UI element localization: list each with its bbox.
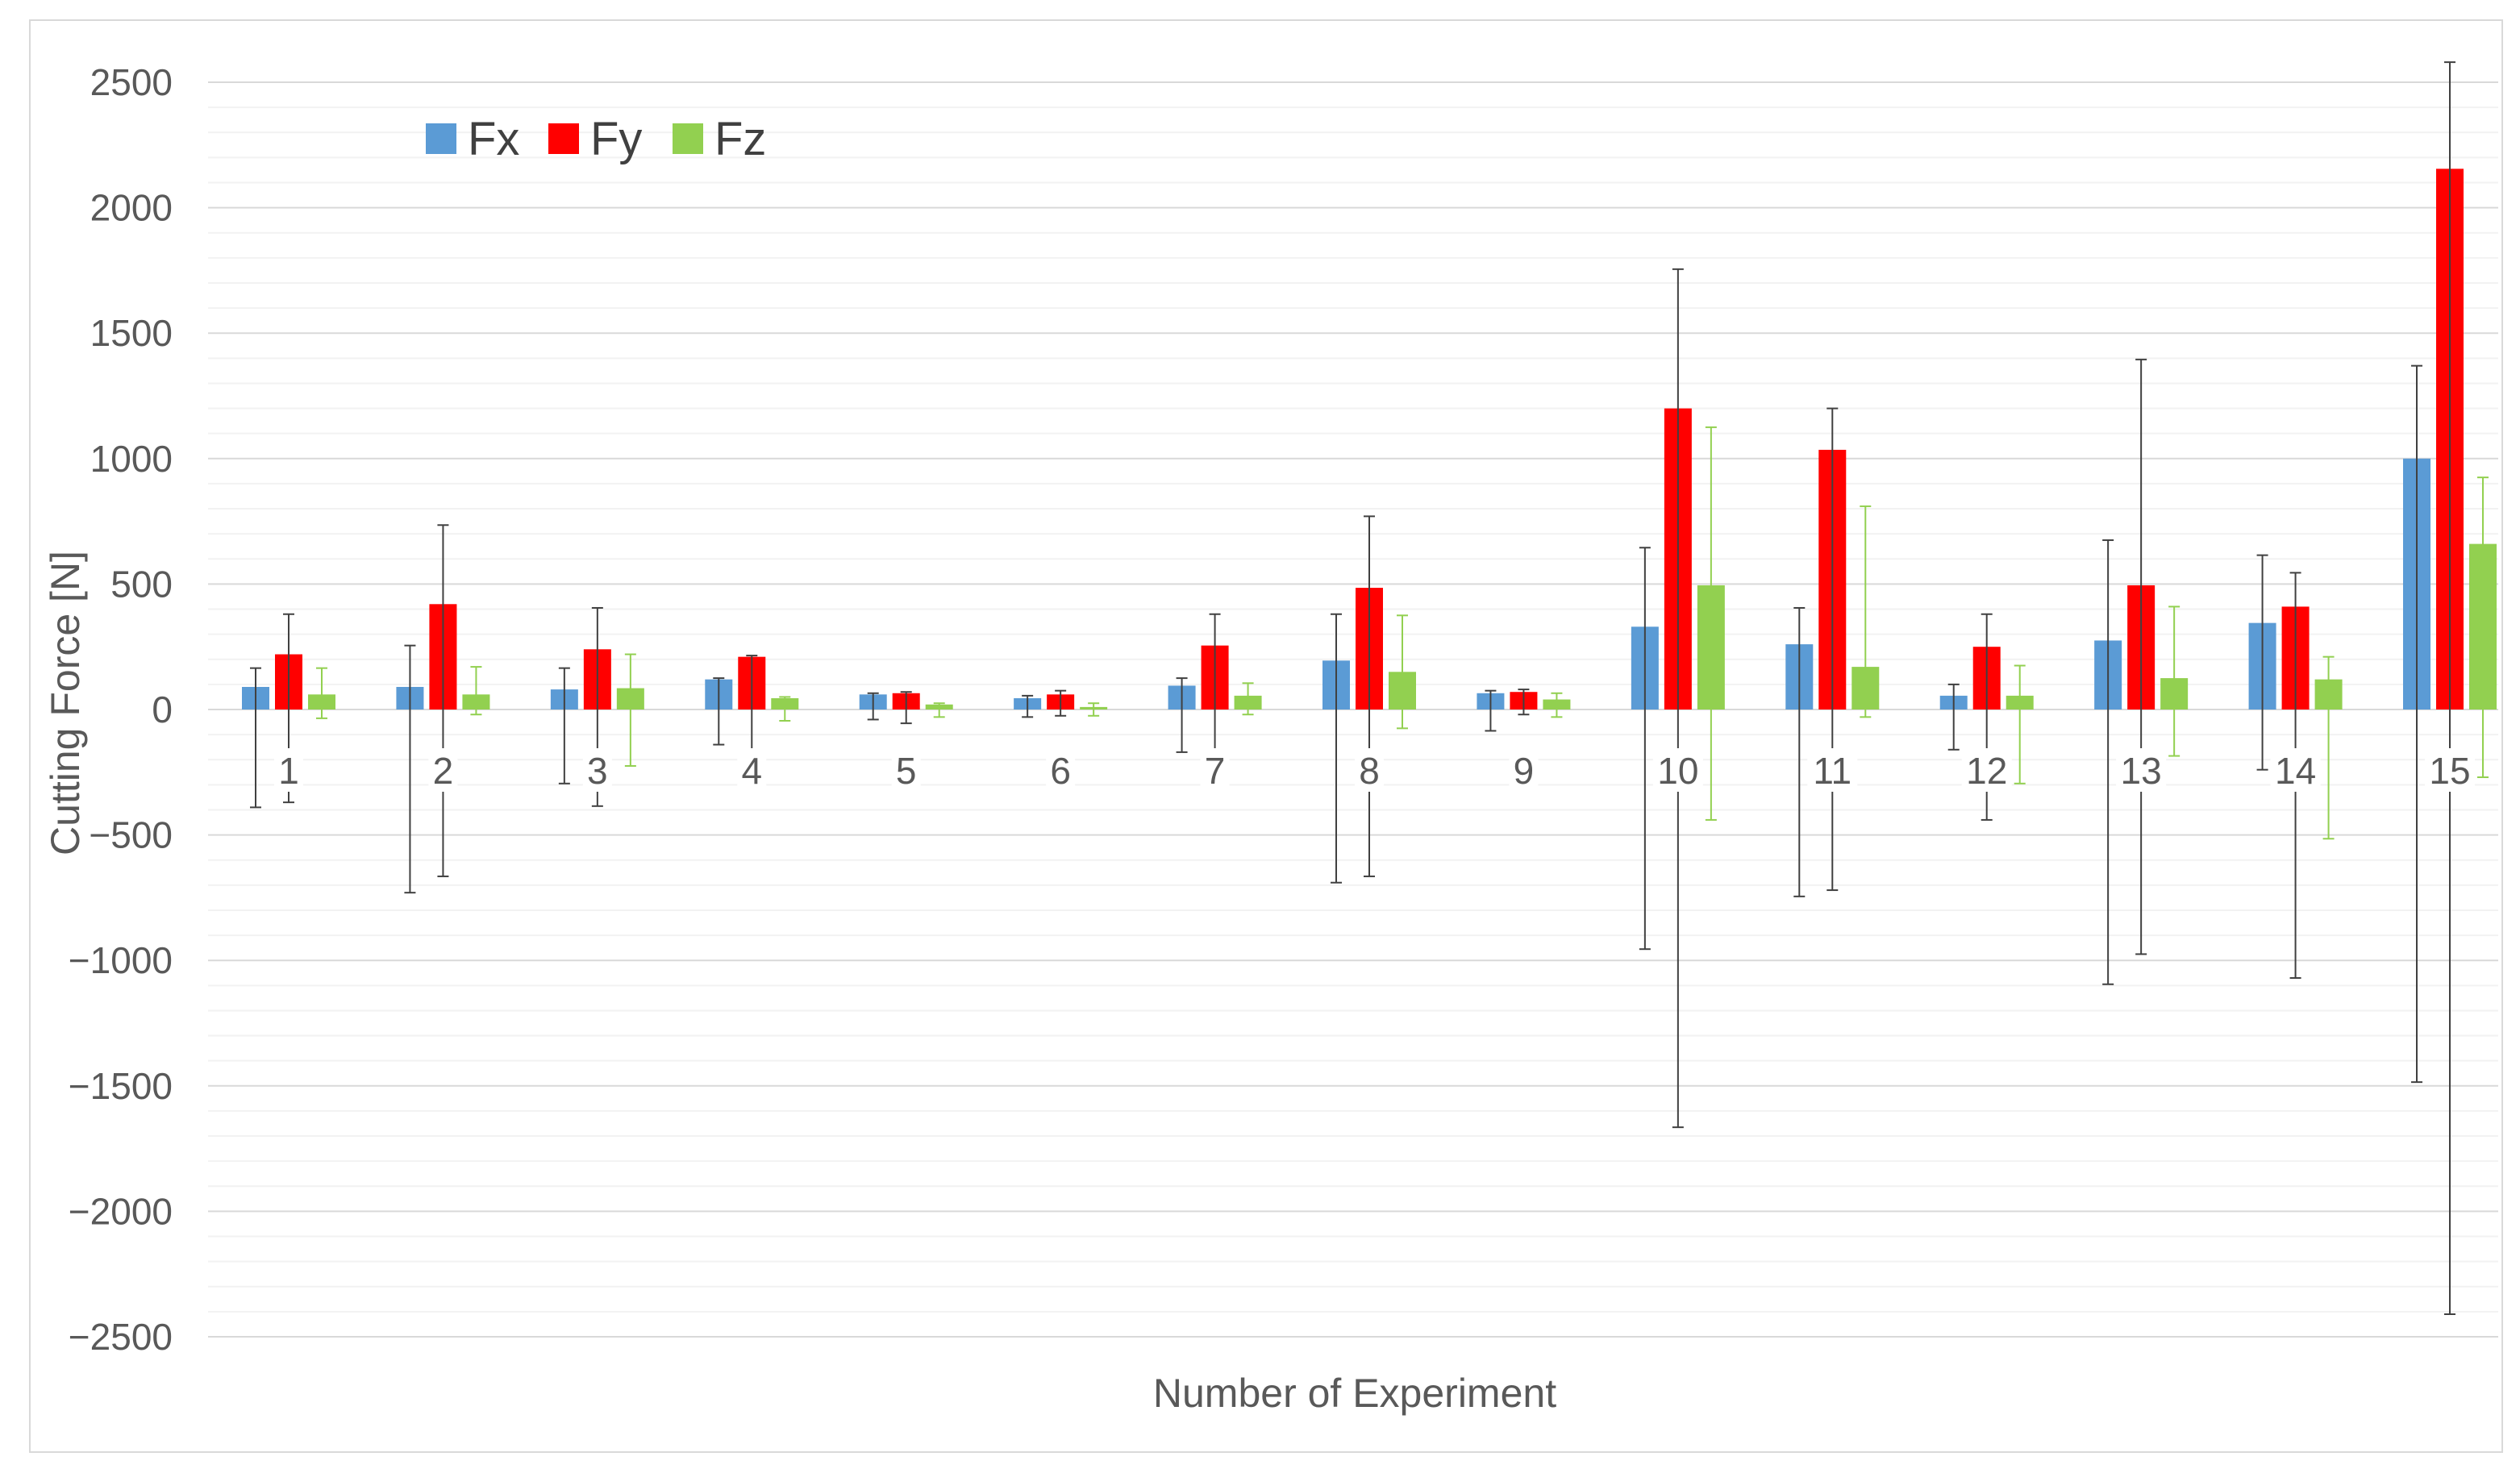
y-tick-label: −2000 <box>69 1190 173 1232</box>
minor-gridlines <box>208 106 2498 1313</box>
x-tick-backing <box>1509 748 1539 792</box>
error-bar-fy-5 <box>900 691 912 725</box>
x-tick-label: 7 <box>1205 750 1226 792</box>
y-tick-labels: 2500 2000 1500 1000 500 0 −500 −1000 −1500 −2000 −… <box>69 61 173 1358</box>
x-tick-backing <box>428 748 458 792</box>
y-tick-label: −1500 <box>69 1065 173 1107</box>
error-bar-fx-14 <box>2256 554 2268 771</box>
x-tick-label: 9 <box>1514 750 1535 792</box>
error-bar-fz-15 <box>2477 476 2489 779</box>
error-bar-fx-7 <box>1176 677 1188 753</box>
error-bar-fz-8 <box>1397 614 1408 730</box>
error-bar-fx-5 <box>867 692 879 721</box>
error-bar-fx-15 <box>2411 364 2422 1084</box>
x-tick-backing <box>1961 748 2012 792</box>
legend-label-fz: Fz <box>714 113 766 165</box>
x-tick-label: 13 <box>2121 750 2162 792</box>
error-bar-fx-10 <box>1639 547 1651 951</box>
legend-label-fy: Fy <box>590 113 642 165</box>
error-bar-fz-14 <box>2322 655 2335 840</box>
y-axis-title: Cutting Force [N] <box>43 551 88 855</box>
y-tick-label: −1000 <box>69 939 173 981</box>
error-bar-fx-2 <box>404 644 416 894</box>
y-tick-label: −2500 <box>69 1316 173 1358</box>
x-tick-backing <box>2425 748 2475 792</box>
error-bar-fx-9 <box>1485 689 1497 732</box>
error-bar-fy-10 <box>1672 268 1684 1129</box>
x-axis-title: Number of Experiment <box>1153 1371 1556 1416</box>
error-bar-fz-2 <box>470 666 482 716</box>
x-tick-label: 14 <box>2275 750 2316 792</box>
error-bar-fz-3 <box>624 653 636 768</box>
x-tick-label: 2 <box>433 750 454 792</box>
y-tick-label: 1000 <box>90 438 173 480</box>
x-tick-backing <box>737 748 767 792</box>
y-tick-label: 0 <box>152 689 173 730</box>
x-tick-label: 12 <box>1966 750 2007 792</box>
error-bar-fz-4 <box>779 696 791 722</box>
x-tick-label: 11 <box>1813 750 1851 792</box>
x-tick-labels: 1 2 3 4 5 6 7 8 9 10 11 12 13 14 15 <box>274 748 2475 792</box>
error-bar-fx-3 <box>558 667 570 784</box>
x-tick-backing <box>891 748 921 792</box>
error-bar-fy-13 <box>2135 358 2147 955</box>
chart-frame: 1 2 3 4 5 6 7 8 9 10 11 12 13 14 15 2500 2000 1500 1000 50… <box>29 19 2503 1453</box>
error-bar-fx-8 <box>1331 613 1342 884</box>
error-bar-fx-13 <box>2102 539 2114 985</box>
error-bar-fx-4 <box>713 677 725 746</box>
y-tick-label: 2000 <box>90 187 173 229</box>
x-tick-label: 10 <box>1657 750 1698 792</box>
y-tick-label: 500 <box>110 563 173 605</box>
error-bar-fx-11 <box>1793 606 1806 897</box>
error-bar-fx-12 <box>1947 683 1960 751</box>
y-tick-label: −500 <box>89 814 173 856</box>
x-tick-label: 3 <box>587 750 608 792</box>
error-bar-fy-9 <box>1518 689 1530 716</box>
x-tick-backing <box>1355 748 1384 792</box>
x-tick-label: 4 <box>741 750 762 792</box>
x-tick-backing <box>1807 748 1858 792</box>
error-bar-fz-7 <box>1242 682 1254 716</box>
legend-swatch-fx <box>426 123 456 154</box>
error-bar-fz-10 <box>1705 426 1717 821</box>
x-tick-backing <box>1200 748 1230 792</box>
x-tick-backing <box>2116 748 2167 792</box>
error-bar-fz-1 <box>316 667 327 719</box>
x-tick-backing <box>582 748 612 792</box>
y-tick-label: 1500 <box>90 312 173 354</box>
error-bar-fz-11 <box>1860 505 1872 718</box>
error-bar-fx-1 <box>250 667 261 809</box>
error-bar-fx-6 <box>1022 694 1034 718</box>
x-tick-label: 5 <box>896 750 917 792</box>
error-bar-fy-6 <box>1055 689 1067 717</box>
x-tick-backing <box>274 748 303 792</box>
x-tick-backing <box>1652 748 1703 792</box>
error-bar-fz-6 <box>1088 702 1100 717</box>
x-tick-label: 6 <box>1050 750 1071 792</box>
x-tick-backing <box>2270 748 2321 792</box>
x-tick-label: 8 <box>1359 750 1380 792</box>
error-bar-fy-11 <box>1826 407 1839 892</box>
error-bar-fz-9 <box>1551 692 1563 718</box>
legend-label-fx: Fx <box>468 113 519 165</box>
bar-chart: 1 2 3 4 5 6 7 8 9 10 11 12 13 14 15 250020001500100050… <box>43 61 2498 1416</box>
error-bar-fz-13 <box>2168 605 2181 757</box>
error-bar-fz-12 <box>2014 664 2026 784</box>
x-tick-label: 1 <box>278 750 299 792</box>
error-bar-fy-15 <box>2444 61 2455 1315</box>
y-tick-label: 2500 <box>90 61 173 103</box>
error-bar-fy-8 <box>1364 515 1375 877</box>
legend-swatch-fy <box>548 123 579 154</box>
x-tick-backing <box>1046 748 1076 792</box>
legend: Fx Fy Fz <box>426 113 766 165</box>
legend-swatch-fz <box>673 123 703 154</box>
error-bar-fy-2 <box>437 524 449 877</box>
error-bar-fz-5 <box>933 702 945 718</box>
x-tick-label: 15 <box>2429 750 2470 792</box>
